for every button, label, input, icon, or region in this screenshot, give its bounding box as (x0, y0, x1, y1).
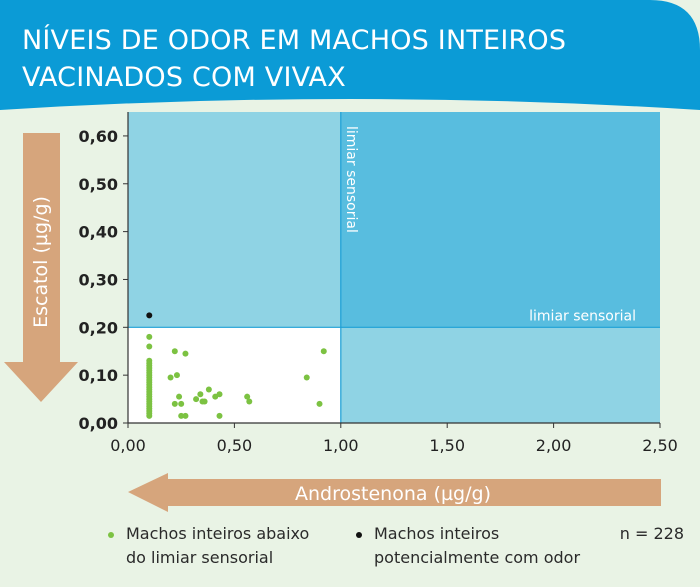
header-background (0, 0, 700, 110)
x-tick-label: 1,00 (323, 436, 359, 455)
threshold-lines: limiar sensorial limiar sensorial (128, 112, 660, 423)
zone-high-androstenone (340, 327, 660, 423)
data-point-green (178, 400, 185, 407)
legend-label-1a: Machos inteiros abaixo (126, 524, 310, 543)
data-point-black (146, 312, 153, 319)
legend-label-2a: Machos inteiros (374, 524, 500, 543)
data-point-green (146, 343, 153, 350)
data-point-green (320, 348, 327, 355)
data-point-green (178, 412, 185, 419)
data-point-green (199, 398, 206, 405)
data-point-green (167, 374, 174, 381)
data-point-green (182, 412, 189, 419)
x-tick-label: 0,00 (110, 436, 146, 455)
x-tick-label: 2,50 (642, 436, 678, 455)
data-point-green (246, 398, 253, 405)
data-point-green (216, 391, 223, 398)
zone-high-skatole (128, 112, 341, 328)
axes-layer: 0,00 0,10 0,20 0,30 0,40 0,50 0,60 0,00 0,50 1,00… (79, 112, 678, 455)
zone-high-both (340, 112, 660, 328)
legend-marker-green (108, 532, 114, 538)
data-point-green (173, 372, 180, 379)
data-point-green (316, 400, 323, 407)
data-point-green (146, 412, 153, 419)
points-layer (146, 312, 327, 419)
legend-item-with-odor: Machos inteiros potencialmente com odor (356, 522, 580, 570)
zone-below-threshold (128, 327, 341, 423)
x-axis-label: Androstenona (µg/g) (295, 483, 491, 505)
axis-arrows: Escatol (µg/g) Androstenona (µg/g) (4, 133, 661, 512)
y-tick-label: 0,10 (79, 366, 118, 385)
y-axis-label: Escatol (µg/g) (30, 196, 52, 328)
data-point-green (193, 396, 200, 403)
y-tick-label: 0,20 (79, 318, 118, 337)
legend-item-below-threshold: Machos inteiros abaixo do limiar sensori… (108, 522, 309, 570)
y-tick-label: 0,60 (79, 127, 118, 146)
threshold-label-horizontal: limiar sensorial (529, 308, 636, 324)
y-tick-label: 0,40 (79, 223, 118, 242)
data-point-green (146, 333, 153, 340)
legend-label-2b: potencialmente com odor (374, 548, 581, 567)
data-point-green (176, 393, 183, 400)
x-tick-label: 2,00 (536, 436, 572, 455)
data-point-green (182, 350, 189, 357)
sample-size-label: n = 228 (619, 524, 684, 543)
chart-title: NÍVEIS DE ODOR EM MACHOS INTEIROS VACINA… (22, 22, 566, 96)
data-point-green (303, 374, 310, 381)
x-axis-arrow (128, 473, 661, 512)
data-point-green (171, 400, 178, 407)
x-tick-label: 0,50 (217, 436, 253, 455)
header-band (0, 0, 700, 110)
y-tick-label: 0,50 (79, 175, 118, 194)
y-axis-arrow (4, 133, 78, 402)
y-tick-label: 0,00 (79, 414, 118, 433)
data-point-green (205, 386, 212, 393)
legend-label-1b: do limiar sensorial (126, 548, 274, 567)
data-point-green (197, 391, 204, 398)
title-line-1: NÍVEIS DE ODOR EM MACHOS INTEIROS (22, 25, 567, 56)
zones-layer (128, 112, 660, 423)
legend-marker-black (356, 532, 362, 538)
y-tick-label: 0,30 (79, 270, 118, 289)
title-line-2: VACINADOS COM VIVAX (22, 62, 346, 93)
x-tick-label: 1,50 (429, 436, 465, 455)
data-point-green (216, 412, 223, 419)
legend: Machos inteiros abaixo do limiar sensori… (0, 522, 700, 582)
data-point-green (171, 348, 178, 355)
threshold-label-vertical: limiar sensorial (343, 126, 359, 233)
data-point-green (244, 393, 251, 400)
